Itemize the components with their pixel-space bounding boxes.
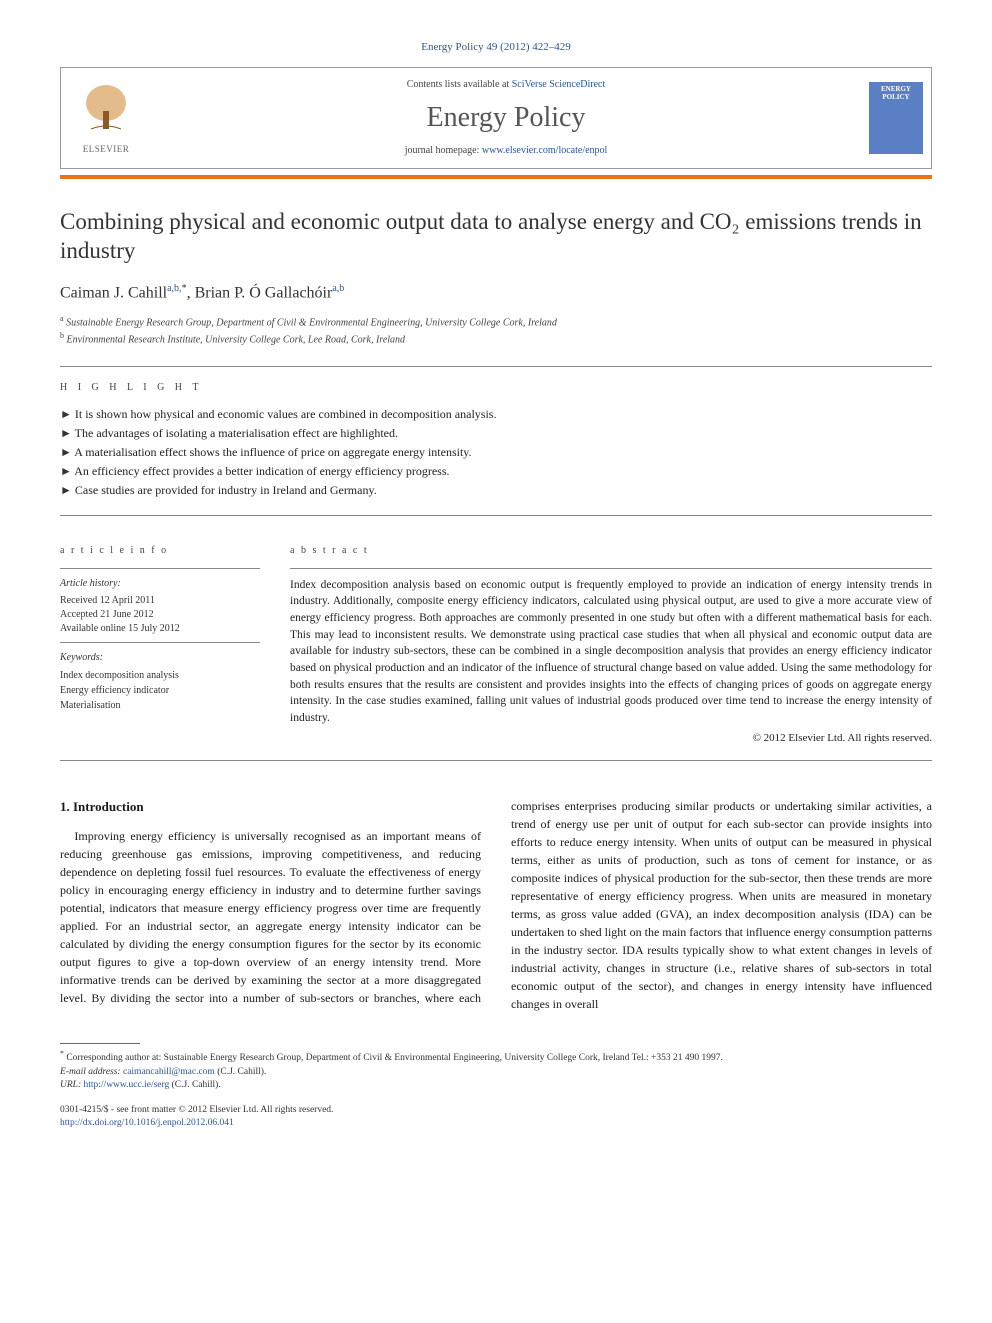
history-online: Available online 15 July 2012 xyxy=(60,622,260,643)
keyword: Materialisation xyxy=(60,698,260,713)
email-label: E-mail address: xyxy=(60,1067,121,1077)
footnote-rule xyxy=(60,1043,140,1044)
journal-title: Energy Policy xyxy=(151,98,861,137)
affiliation-a: Sustainable Energy Research Group, Depar… xyxy=(66,317,557,328)
url-link[interactable]: http://www.ucc.ie/serg xyxy=(84,1080,170,1090)
highlight-item: Case studies are provided for industry i… xyxy=(60,481,932,500)
email-name: (C.J. Cahill). xyxy=(217,1067,266,1077)
contents-prefix: Contents lists available at xyxy=(407,79,512,90)
author-2-marks: a,b xyxy=(332,283,344,294)
affiliations: a Sustainable Energy Research Group, Dep… xyxy=(60,313,932,348)
bottom-info: 0301-4215/$ - see front matter © 2012 El… xyxy=(60,1104,932,1131)
author-1: Caiman J. Cahill xyxy=(60,285,167,302)
journal-header: ELSEVIER Contents lists available at Sci… xyxy=(60,67,932,168)
article-info-label: a r t i c l e i n f o xyxy=(60,544,260,558)
keyword: Energy efficiency indicator xyxy=(60,683,260,698)
body-columns: 1. Introduction Improving energy efficie… xyxy=(60,797,932,1013)
highlight-item: An efficiency effect provides a better i… xyxy=(60,462,932,481)
rule-mid xyxy=(60,515,932,516)
keywords-heading: Keywords: xyxy=(60,651,260,665)
authors: Caiman J. Cahilla,b,*, Brian P. Ó Gallac… xyxy=(60,282,932,305)
abstract-label: a b s t r a c t xyxy=(290,544,932,558)
highlight-item: The advantages of isolating a materialis… xyxy=(60,424,932,443)
url-label: URL: xyxy=(60,1080,81,1090)
highlight-label: H I G H L I G H T xyxy=(60,381,932,395)
rule-top xyxy=(60,366,932,367)
homepage-prefix: journal homepage: xyxy=(405,145,482,156)
sciencedirect-link[interactable]: SciVerse ScienceDirect xyxy=(512,79,606,90)
affiliation-b: Environmental Research Institute, Univer… xyxy=(67,335,406,346)
intro-paragraph: Improving energy efficiency is universal… xyxy=(60,797,932,1013)
highlight-list: It is shown how physical and economic va… xyxy=(60,405,932,501)
abstract-text: Index decomposition analysis based on ec… xyxy=(290,577,932,727)
history-heading: Article history: xyxy=(60,577,260,591)
article-info-column: a r t i c l e i n f o Article history: R… xyxy=(60,530,260,746)
email-link[interactable]: caimancahill@mac.com xyxy=(123,1067,215,1077)
journal-cover: ENERGY POLICY xyxy=(861,68,931,167)
publisher-name: ELSEVIER xyxy=(83,143,130,156)
cover-text: ENERGY POLICY xyxy=(873,86,919,101)
keyword: Index decomposition analysis xyxy=(60,668,260,683)
homepage-line: journal homepage: www.elsevier.com/locat… xyxy=(151,144,861,158)
orange-divider-bar xyxy=(60,175,932,179)
journal-reference: Energy Policy 49 (2012) 422–429 xyxy=(60,40,932,55)
corresponding-star: * xyxy=(182,283,187,294)
footnotes: * Corresponding author at: Sustainable E… xyxy=(60,1048,932,1092)
elsevier-logo: ELSEVIER xyxy=(61,68,151,167)
copyright: © 2012 Elsevier Ltd. All rights reserved… xyxy=(290,731,932,746)
abstract-column: a b s t r a c t Index decomposition anal… xyxy=(290,530,932,746)
front-matter: 0301-4215/$ - see front matter © 2012 El… xyxy=(60,1104,932,1117)
homepage-link[interactable]: www.elsevier.com/locate/enpol xyxy=(482,145,607,156)
contents-line: Contents lists available at SciVerse Sci… xyxy=(151,78,861,92)
author-1-marks: a,b, xyxy=(167,283,181,294)
url-name: (C.J. Cahill). xyxy=(172,1080,221,1090)
article-title: Combining physical and economic output d… xyxy=(60,207,932,267)
header-center: Contents lists available at SciVerse Sci… xyxy=(151,68,861,167)
cover-thumbnail: ENERGY POLICY xyxy=(869,82,923,154)
corresponding-note: Corresponding author at: Sustainable Ene… xyxy=(66,1053,723,1063)
rule-bottom xyxy=(60,760,932,761)
highlight-item: It is shown how physical and economic va… xyxy=(60,405,932,424)
intro-heading: 1. Introduction xyxy=(60,797,481,817)
doi-link[interactable]: http://dx.doi.org/10.1016/j.enpol.2012.0… xyxy=(60,1118,234,1128)
elsevier-tree-icon xyxy=(76,81,136,141)
history-accepted: Accepted 21 June 2012 xyxy=(60,608,260,622)
highlight-item: A materialisation effect shows the influ… xyxy=(60,443,932,462)
history-received: Received 12 April 2011 xyxy=(60,594,260,608)
author-2: Brian P. Ó Gallachóir xyxy=(195,285,333,302)
